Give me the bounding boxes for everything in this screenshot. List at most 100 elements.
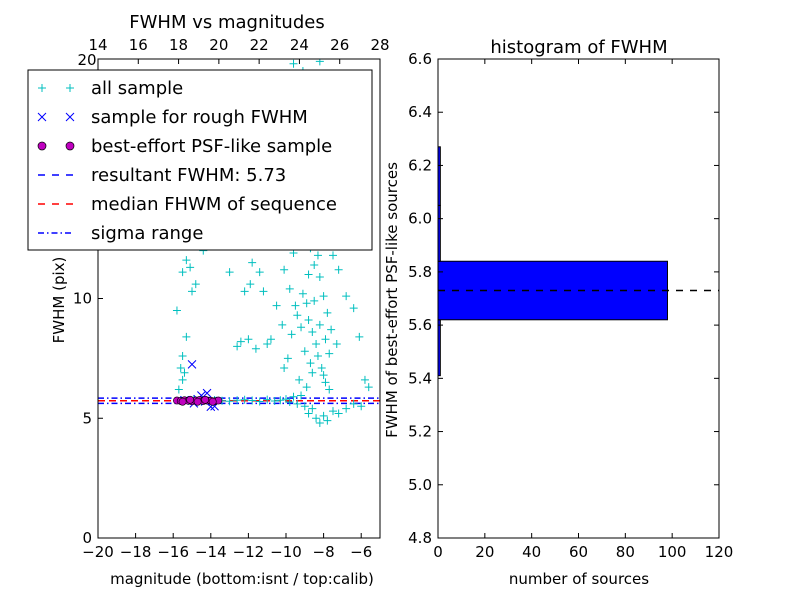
all-sample-point bbox=[342, 404, 351, 413]
all-sample-point bbox=[298, 289, 307, 298]
legend-circle-marker bbox=[37, 141, 47, 151]
all-sample-point bbox=[329, 407, 337, 416]
scatter-top-tick-label: 22 bbox=[250, 36, 269, 54]
histogram-x-tick-label: 80 bbox=[616, 543, 635, 561]
all-sample-point bbox=[349, 304, 358, 313]
histogram-x-tick-label: 40 bbox=[522, 543, 541, 561]
all-sample-point bbox=[178, 268, 187, 277]
all-sample-point bbox=[272, 301, 281, 310]
histogram-y-tick-label: 6.4 bbox=[408, 103, 432, 121]
histogram-y-tick-label: 5.4 bbox=[408, 369, 432, 387]
all-sample-point bbox=[355, 332, 364, 341]
all-sample-point bbox=[174, 385, 183, 394]
all-sample-point bbox=[319, 371, 328, 380]
legend-box bbox=[27, 69, 373, 251]
all-sample-point bbox=[178, 375, 187, 384]
all-sample-point bbox=[300, 402, 309, 411]
all-sample-point bbox=[308, 328, 317, 337]
scatter-x-tick-label: −10 bbox=[270, 543, 302, 561]
histogram-title: histogram of FWHM bbox=[490, 37, 667, 58]
legend-entry: resultant FWHM: 5.73 bbox=[38, 165, 286, 186]
all-sample-point bbox=[291, 301, 300, 310]
all-sample-point bbox=[176, 363, 185, 372]
all-sample-point bbox=[240, 395, 249, 404]
histogram-y-tick-label: 6.2 bbox=[408, 156, 432, 174]
scatter-x-axis-label: magnitude (bottom:isnt / top:calib) bbox=[110, 570, 374, 588]
scatter-top-corner-label: 20 bbox=[77, 51, 96, 69]
legend-entry: all sample bbox=[38, 78, 183, 99]
all-sample-point bbox=[244, 335, 253, 344]
legend-label: sigma range bbox=[91, 223, 203, 244]
all-sample-point bbox=[304, 409, 313, 418]
histogram-y-tick-label: 4.8 bbox=[408, 529, 432, 547]
all-sample-point bbox=[186, 263, 195, 272]
all-sample-point bbox=[233, 396, 242, 405]
all-sample-point bbox=[270, 397, 279, 406]
legend-plus-marker bbox=[38, 84, 46, 92]
all-sample-point bbox=[315, 419, 324, 428]
scatter-top-tick-label: 14 bbox=[88, 36, 107, 54]
all-sample-point bbox=[285, 284, 294, 293]
all-sample-point bbox=[300, 347, 309, 356]
legend-label: median FHWM of sequence bbox=[91, 194, 337, 215]
scatter-legend: all sample sample for rough FWHM best-effo… bbox=[27, 69, 373, 251]
all-sample-point bbox=[312, 414, 321, 423]
all-sample-point bbox=[225, 268, 234, 277]
legend-x-marker bbox=[65, 112, 75, 122]
all-sample-point bbox=[180, 368, 189, 377]
all-sample-point bbox=[182, 332, 191, 341]
all-sample-point bbox=[334, 265, 343, 274]
best-effort-point bbox=[186, 395, 195, 404]
all-sample-point bbox=[334, 409, 343, 418]
all-sample-point bbox=[323, 416, 332, 425]
scatter-y-tick-label: 0 bbox=[82, 529, 92, 547]
all-sample-point bbox=[248, 258, 257, 267]
all-sample-point bbox=[297, 323, 306, 332]
all-sample-point bbox=[310, 260, 319, 269]
all-sample-point bbox=[240, 287, 249, 296]
all-sample-point bbox=[233, 342, 242, 351]
legend-entry: median FHWM of sequence bbox=[38, 194, 337, 215]
all-sample-point bbox=[246, 280, 255, 289]
all-sample-point bbox=[293, 399, 302, 408]
scatter-x-tick-label: −14 bbox=[195, 543, 227, 561]
all-sample-point bbox=[306, 359, 315, 368]
all-sample-point bbox=[297, 391, 306, 400]
histogram-x-tick-label: 120 bbox=[705, 543, 734, 561]
all-sample-point bbox=[251, 344, 260, 353]
all-sample-point bbox=[329, 251, 337, 260]
all-sample-point bbox=[312, 340, 321, 349]
histogram-y-tick-label: 5.6 bbox=[408, 316, 432, 334]
all-sample-point bbox=[321, 335, 330, 344]
scatter-title: FWHM vs magnitudes bbox=[129, 12, 324, 33]
histogram-y-tick-label: 6.6 bbox=[408, 50, 432, 68]
histogram-y-tick-label: 5.0 bbox=[408, 476, 432, 494]
scatter-y-axis-label: FWHM (pix) bbox=[50, 257, 68, 344]
all-sample-point bbox=[293, 311, 302, 320]
all-sample-point bbox=[188, 287, 196, 296]
best-effort-point bbox=[193, 397, 202, 406]
all-sample-point bbox=[287, 330, 296, 339]
scatter-axes: −20 −18 −16 −14 −12 −10 −8 −6 14 16 18 20 22 24 26 28 0 5… bbox=[73, 36, 390, 561]
legend-plus-marker bbox=[66, 84, 74, 92]
rough-sample-point bbox=[187, 360, 197, 369]
all-sample-point bbox=[280, 363, 289, 372]
all-sample-point bbox=[248, 396, 257, 405]
all-sample-point bbox=[349, 399, 358, 408]
scatter-x-tick-label: −12 bbox=[233, 543, 265, 561]
histogram-x-tick-label: 60 bbox=[569, 543, 588, 561]
all-sample-point bbox=[313, 351, 322, 360]
all-sample-point bbox=[289, 59, 298, 68]
histogram-x-tick-label: 20 bbox=[475, 543, 494, 561]
scatter-top-tick-label: 16 bbox=[129, 36, 148, 54]
all-sample-point bbox=[263, 395, 272, 404]
histogram-y-tick-label: 5.8 bbox=[408, 263, 432, 281]
all-sample-point bbox=[191, 280, 200, 289]
scatter-x-tick-label: −8 bbox=[313, 543, 335, 561]
all-sample-point bbox=[308, 368, 317, 377]
all-sample-point bbox=[315, 272, 324, 281]
legend-entry: sigma range bbox=[38, 223, 203, 244]
histogram-plot-area bbox=[437, 146, 719, 377]
all-sample-point bbox=[178, 351, 187, 360]
